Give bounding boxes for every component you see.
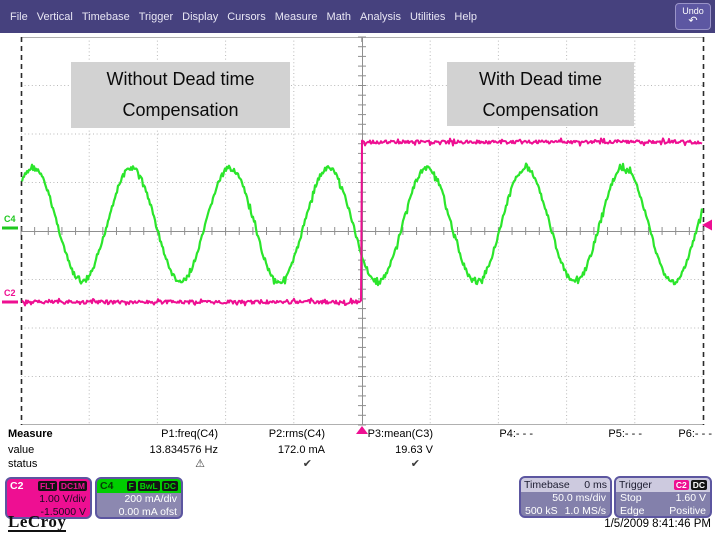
annotation-line: Compensation bbox=[122, 100, 239, 120]
trigger-header: Trigger C2 DC bbox=[616, 478, 710, 492]
menu-math[interactable]: Math bbox=[326, 10, 351, 23]
trigger-descriptor[interactable]: Trigger C2 DC Stop 1.60 V Edge Positive bbox=[614, 476, 712, 518]
menu-trigger[interactable]: Trigger bbox=[138, 10, 174, 23]
param-p1-warning-icon: ⚠ bbox=[195, 458, 205, 470]
param-p2-value: 172.0 mA bbox=[277, 444, 325, 456]
c2-zero-marker-label[interactable]: C2 bbox=[4, 288, 16, 298]
c4-f-badge: F bbox=[126, 481, 136, 491]
c2-title: C2 bbox=[10, 479, 24, 492]
param-p3-name[interactable]: P3:mean(C3) bbox=[367, 428, 433, 440]
param-p1-value: 13.834576 Hz bbox=[149, 444, 219, 456]
param-p6-name[interactable]: P6:- - - bbox=[678, 428, 712, 440]
timebase-descriptor[interactable]: Timebase 0 ms 50.0 ms/div 500 kS 1.0 MS/… bbox=[519, 476, 612, 518]
c2-dc1m-badge: DC1M bbox=[58, 481, 87, 491]
menu-measure[interactable]: Measure bbox=[274, 10, 318, 23]
trigger-source-badge: C2 bbox=[673, 480, 689, 490]
channel-c4-descriptor[interactable]: C4 F BwL DC 200 mA/div 0.00 mA ofst bbox=[95, 477, 183, 519]
menu-timebase[interactable]: Timebase bbox=[81, 10, 130, 23]
param-p4-name[interactable]: P4:- - - bbox=[499, 428, 533, 440]
status-row-label: status bbox=[8, 458, 38, 470]
param-p2-check-icon: ✔ bbox=[302, 458, 312, 470]
c2-zero-marker[interactable] bbox=[2, 300, 18, 304]
channel-c2-descriptor[interactable]: C2 FLT DC1M 1.00 V/div -1.5000 V bbox=[5, 477, 92, 519]
lecroy-logo: LeCroy bbox=[8, 512, 67, 532]
param-p1-name[interactable]: P1:freq(C4) bbox=[161, 428, 218, 440]
datetime-display: 1/5/2009 8:41:46 PM bbox=[604, 518, 711, 530]
measure-row-label: Measure bbox=[8, 428, 53, 440]
trigger-time-marker[interactable] bbox=[356, 426, 368, 434]
trace-C2-compensation-step bbox=[21, 137, 703, 307]
annotation-line: With Dead time bbox=[478, 69, 603, 89]
trigger-coupling-badge: DC bbox=[690, 480, 707, 490]
timebase-title: Timebase bbox=[524, 478, 570, 491]
menu-bar: File Vertical Timebase Trigger Display C… bbox=[0, 0, 715, 33]
c4-title: C4 bbox=[100, 479, 114, 492]
trigger-mode: Stop bbox=[620, 492, 642, 504]
trigger-title: Trigger bbox=[619, 478, 652, 491]
c4-header: C4 F BwL DC bbox=[97, 479, 181, 493]
trigger-level-marker[interactable] bbox=[702, 219, 712, 231]
menu-display[interactable]: Display bbox=[182, 10, 219, 23]
annotation-without-compensation: Without Dead time Compensation bbox=[71, 62, 290, 128]
trigger-level: 1.60 V bbox=[675, 492, 706, 504]
timebase-delay: 0 ms bbox=[584, 478, 607, 491]
trigger-type: Edge bbox=[620, 505, 645, 517]
param-p3-check-icon: ✔ bbox=[410, 458, 420, 470]
menu-cursors[interactable]: Cursors bbox=[227, 10, 266, 23]
annotation-line: Compensation bbox=[482, 100, 599, 120]
timebase-samples: 500 kS bbox=[525, 505, 558, 517]
undo-button[interactable]: Undo ↶ bbox=[675, 3, 711, 30]
timebase-header: Timebase 0 ms bbox=[521, 478, 610, 492]
timebase-scale: 50.0 ms/div bbox=[552, 492, 606, 504]
param-p5-name[interactable]: P5:- - - bbox=[608, 428, 642, 440]
c4-bwl-badge: BwL bbox=[137, 481, 160, 491]
value-row-label: value bbox=[8, 444, 35, 456]
timebase-rate: 1.0 MS/s bbox=[564, 505, 606, 517]
menu-help[interactable]: Help bbox=[454, 10, 478, 23]
c4-dc-badge: DC bbox=[161, 481, 178, 491]
undo-label: Undo bbox=[682, 6, 704, 16]
menu-vertical[interactable]: Vertical bbox=[36, 10, 73, 23]
c4-offset: 0.00 mA ofst bbox=[118, 506, 177, 518]
menu-analysis[interactable]: Analysis bbox=[360, 10, 401, 23]
undo-arrow-icon: ↶ bbox=[688, 15, 698, 27]
c4-zero-marker[interactable] bbox=[2, 226, 18, 230]
annotation-with-compensation: With Dead time Compensation bbox=[447, 62, 634, 126]
c2-flt-badge: FLT bbox=[37, 481, 57, 491]
c2-scale: 1.00 V/div bbox=[39, 493, 86, 505]
c2-offset: -1.5000 V bbox=[40, 506, 86, 518]
menu-file[interactable]: File bbox=[10, 10, 28, 23]
scope-markers bbox=[2, 219, 712, 434]
param-p3-value: 19.63 V bbox=[395, 444, 433, 456]
c4-zero-marker-label[interactable]: C4 bbox=[4, 214, 16, 224]
param-p2-name[interactable]: P2:rms(C4) bbox=[268, 428, 325, 440]
trigger-slope: Positive bbox=[669, 505, 706, 517]
annotation-line: Without Dead time bbox=[106, 69, 255, 89]
c4-scale: 200 mA/div bbox=[124, 493, 177, 505]
c2-header: C2 FLT DC1M bbox=[7, 479, 90, 493]
menu-utilities[interactable]: Utilities bbox=[409, 10, 446, 23]
